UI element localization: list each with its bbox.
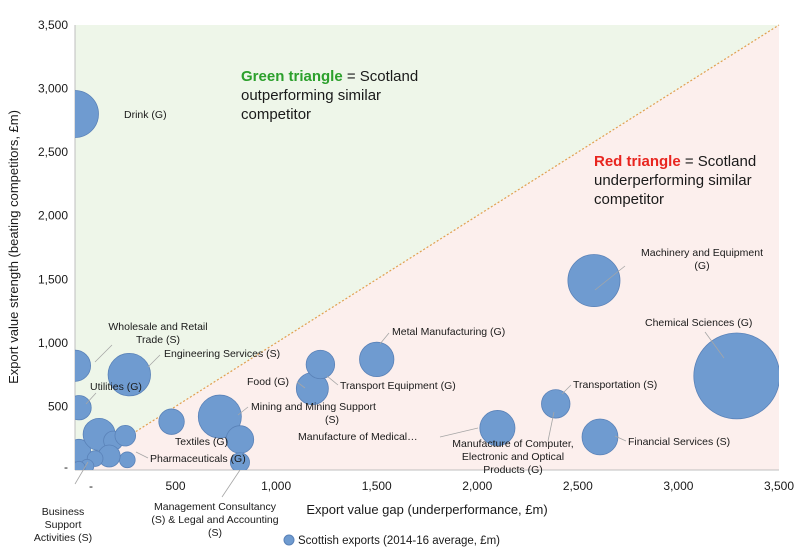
x-tick-label: 1,500 [362,479,392,493]
bubble-point [479,410,516,447]
green-triangle-annotation: Green triangle = Scotland outperforming … [241,68,422,123]
label-leader-lines [74,265,725,498]
x-tick-label: 3,000 [663,479,693,493]
x-axis-title: Export value gap (underperformance, £m) [306,502,547,517]
bubble-point [197,394,242,439]
bubble-point [305,349,336,380]
bubble-label: Mining and Mining Support (S) [251,401,376,426]
red-triangle-annotation: Red triangle = Scotland underperforming … [594,153,760,208]
bubble-point [541,389,571,419]
bubble-label: Manufacture of Medical… [298,431,418,443]
bubble-label: Financial Services (S) [628,436,730,448]
y-tick-label: 1,500 [38,272,68,286]
bubble-label: Machinery and Equipment (G) [641,247,763,272]
bubble-label: Transport Equipment (G) [340,380,456,392]
label-leader-line [547,411,555,442]
bubble-label: Engineering Services (S) [164,348,280,360]
bubble-labels: Drink (G) Wholesale and Retail Trade (S) En… [34,109,763,544]
bubble-label: Business Support Activities (S) [34,506,92,544]
bubble-label: Textiles (G) [175,436,228,448]
parity-diagonal-line [74,24,780,471]
label-leader-line [326,375,339,386]
bubble-label: Food (G) [247,376,289,388]
y-tick-label: - [64,460,68,474]
bubble-point [229,452,250,470]
y-tick-label: 2,000 [38,209,68,223]
bubble-point [75,349,91,382]
bubble-series [75,90,779,470]
label-leader-line [147,354,161,368]
label-leader-line [85,392,97,405]
x-tick-label: 2,500 [563,479,593,493]
label-leader-line [594,265,626,291]
label-leader-line [94,344,113,363]
bubble-point [567,254,621,307]
bubble-label: Manufacture of Computer, Electronic and O… [452,438,573,476]
label-leader-line [439,427,479,438]
x-axis-ticks: - 500 1,000 1,500 2,000 2,500 3,000 3,500 [89,479,794,493]
legend: Scottish exports (2014-16 average, £m) [283,534,500,547]
legend-marker [283,534,295,546]
bubble-point [114,424,137,447]
bubble-label: Drink (G) [124,109,167,121]
bubble-label: Wholesale and Retail Trade (S) [108,321,207,346]
x-tick-label: 500 [166,479,186,493]
bubble-label: Metal Manufacturing (G) [392,326,505,338]
bubble-point [581,418,619,456]
x-tick-label: 3,500 [764,479,794,493]
y-tick-label: 3,500 [38,18,68,32]
bubble-point [75,90,99,138]
y-axis-ticks: - 500 1,000 1,500 2,000 2,500 3,000 3,500 [38,18,68,474]
bubble-point [107,353,151,397]
bubble-label: Utilities (G) [90,381,142,393]
bubble-point [75,395,92,421]
label-leader-line [74,461,89,485]
x-tick-label: 2,000 [462,479,492,493]
y-tick-label: 500 [48,399,68,413]
bubble-point [225,425,255,454]
label-leader-line [296,381,306,389]
bubble-label: Pharmaceuticals (G) [150,453,246,465]
y-tick-label: 1,000 [38,336,68,350]
label-leader-line [237,406,249,416]
bubble-label: Management Consultancy (S) & Legal and Ac… [151,501,278,539]
y-tick-label: 2,500 [38,145,68,159]
label-leader-line [221,469,241,498]
label-leader-line [135,451,149,459]
bubble-point [359,341,395,377]
bubble-point [119,451,136,469]
bubble-label: Transportation (S) [573,379,657,391]
y-tick-label: 3,000 [38,82,68,96]
bubble-label: Chemical Sciences (G) [645,317,752,329]
y-axis-title: Export value strength (beating competito… [6,110,21,384]
x-tick-label: - [89,479,93,493]
legend-label: Scottish exports (2014-16 average, £m) [298,535,500,547]
label-leader-line [379,332,390,345]
label-leader-line [614,435,627,442]
bubble-point [158,408,185,435]
bubble-point [693,332,779,420]
label-leader-line [704,331,725,359]
x-tick-label: 1,000 [261,479,291,493]
label-leader-line [561,384,572,395]
